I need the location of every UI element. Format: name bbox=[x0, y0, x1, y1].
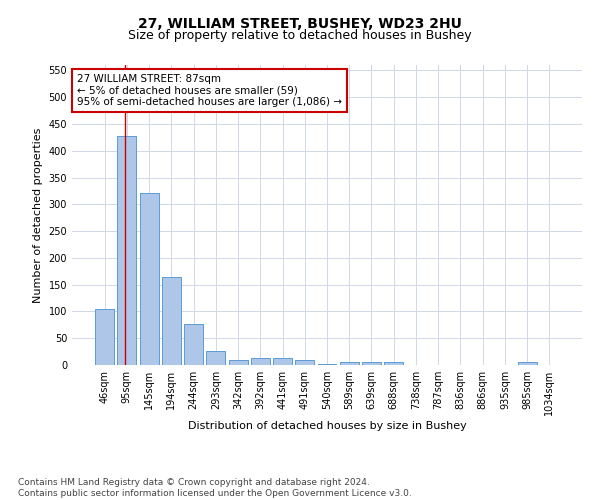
Bar bbox=[95, 308, 114, 365]
Bar bbox=[273, 358, 292, 365]
Bar bbox=[340, 362, 359, 365]
Text: Size of property relative to detached houses in Bushey: Size of property relative to detached ho… bbox=[128, 29, 472, 42]
Bar bbox=[518, 362, 536, 365]
Text: Contains HM Land Registry data © Crown copyright and database right 2024.
Contai: Contains HM Land Registry data © Crown c… bbox=[18, 478, 412, 498]
Bar bbox=[184, 324, 203, 365]
Bar bbox=[384, 362, 403, 365]
Bar bbox=[162, 276, 181, 365]
Text: 27, WILLIAM STREET, BUSHEY, WD23 2HU: 27, WILLIAM STREET, BUSHEY, WD23 2HU bbox=[138, 18, 462, 32]
Bar bbox=[229, 360, 248, 365]
Bar bbox=[362, 362, 381, 365]
Bar bbox=[140, 192, 158, 365]
Y-axis label: Number of detached properties: Number of detached properties bbox=[33, 128, 43, 302]
Bar bbox=[251, 358, 270, 365]
Bar bbox=[317, 364, 337, 365]
Bar bbox=[295, 360, 314, 365]
Bar bbox=[118, 136, 136, 365]
Text: 27 WILLIAM STREET: 87sqm
← 5% of detached houses are smaller (59)
95% of semi-de: 27 WILLIAM STREET: 87sqm ← 5% of detache… bbox=[77, 74, 342, 107]
Bar bbox=[206, 350, 225, 365]
X-axis label: Distribution of detached houses by size in Bushey: Distribution of detached houses by size … bbox=[188, 420, 466, 430]
